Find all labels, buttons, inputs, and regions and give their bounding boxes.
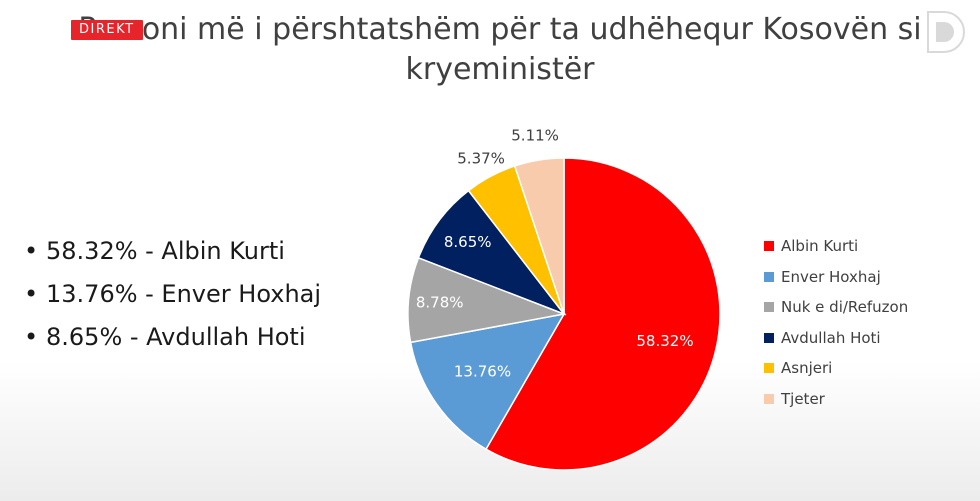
chart-title-line-1: Personi më i përshtatshëm për ta udhëheq… [78, 12, 922, 47]
legend-swatch [764, 271, 774, 282]
slice-value-label: 58.32% [636, 332, 693, 350]
pie-slice-enver-hoxhaj [409, 312, 566, 451]
legend-item: Albin Kurti [764, 234, 908, 265]
legend-label: Albin Kurti [781, 237, 859, 255]
legend-item: Tjeter [764, 387, 908, 418]
slice-value-label: 8.65% [444, 233, 492, 251]
summary-item: • 13.76% - Enver Hoxhaj [24, 280, 322, 308]
summary-item: • 58.32% - Albin Kurti [24, 237, 285, 265]
slice-value-label: 5.37% [457, 149, 505, 167]
chart-title-line-2: kryeministër [405, 52, 595, 87]
slice-value-label: 5.11% [511, 126, 559, 144]
chart-legend: Albin Kurti Enver Hoxhaj Nuk e di/Refuzon A… [764, 234, 908, 418]
legend-swatch [764, 241, 774, 251]
summary-list: • 58.32% - Albin Kurti • 13.76% - Enver Ho… [24, 230, 321, 359]
pie-slice-nuk-e-di-refuzon [407, 256, 567, 344]
legend-item: Asnjeri [764, 356, 908, 387]
legend-swatch [764, 363, 774, 374]
legend-swatch [764, 332, 774, 343]
legend-item: Enver Hoxhaj [764, 265, 908, 296]
slice-value-label: 8.78% [416, 293, 464, 311]
pie-slice-avdullah-hoti [417, 189, 567, 316]
summary-item-text: 58.32% - Albin Kurti [46, 237, 285, 265]
legend-swatch [764, 302, 774, 313]
summary-item: • 8.65% - Avdullah Hoti [24, 323, 306, 351]
legend-label: Enver Hoxhaj [781, 267, 881, 286]
legend-swatch [764, 393, 774, 404]
pie-slice-tjeter [513, 157, 565, 315]
legend-label: Avdullah Hoti [781, 328, 881, 347]
legend-label: Tjeter [781, 389, 825, 408]
summary-item-text: 13.76% - Enver Hoxhaj [46, 280, 322, 308]
legend-item: Avdullah Hoti [764, 326, 908, 357]
legend-item: Nuk e di/Refuzon [764, 295, 908, 326]
chart-title: Personi më i përshtatshëm për ta udhëheq… [60, 10, 940, 90]
live-badge: DIREKT [71, 20, 143, 40]
legend-label: Asnjeri [781, 359, 833, 378]
pie-slice-albin-kurti [485, 157, 721, 471]
summary-item-text: 8.65% - Avdullah Hoti [46, 323, 306, 351]
legend-label: Nuk e di/Refuzon [781, 298, 909, 317]
d-logo-icon [927, 11, 965, 53]
slice-value-label: 13.76% [454, 363, 511, 381]
